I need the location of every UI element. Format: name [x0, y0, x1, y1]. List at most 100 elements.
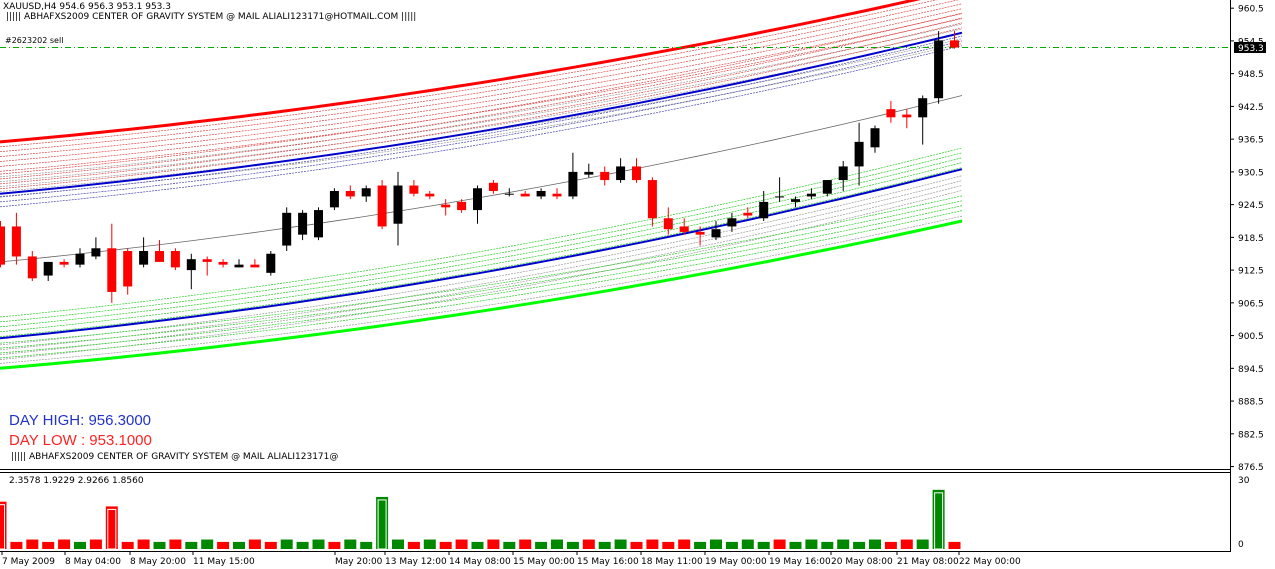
candle-body [775, 196, 785, 198]
subwindow-values: 2.3578 1.9229 2.9266 1.8560 [9, 476, 144, 486]
histogram-bar-highlight [377, 499, 387, 550]
candle [27, 251, 37, 282]
upper-band-gray [0, 28, 963, 183]
histogram-bar [503, 541, 516, 549]
upper-center-dotted [0, 12, 963, 175]
upper-band-gray [0, 38, 963, 192]
histogram-bar [296, 541, 309, 549]
candle [441, 199, 451, 216]
candle [298, 210, 308, 241]
candle [0, 220, 5, 268]
subwindow-axis-top: 30 [1238, 476, 1250, 486]
histogram-bar [42, 541, 55, 549]
candle [791, 196, 800, 208]
histogram-bar [201, 539, 214, 549]
candle-body [123, 251, 133, 287]
histogram-bar [805, 539, 818, 549]
candle [600, 166, 610, 186]
histogram-bar [900, 539, 913, 549]
bottom-indicator-title: ||||| ABHAFXS2009 CENTER OF GRAVITY SYST… [11, 452, 339, 462]
price-axis: 960.5954.5948.5942.5936.5930.5924.5918.5… [1230, 5, 1264, 473]
candle-body [107, 248, 117, 292]
candle [425, 190, 435, 200]
lower-band-gray-2 [0, 220, 963, 369]
candle-body [568, 171, 578, 197]
lower-band-dotted [0, 210, 963, 359]
candle [123, 248, 133, 295]
histogram-bar [169, 539, 182, 549]
candle-body [886, 109, 896, 118]
candle [473, 185, 482, 224]
center-upper-line [0, 31, 963, 195]
candle [934, 31, 944, 104]
volatility-histogram [0, 489, 961, 550]
candle-body [473, 188, 482, 211]
price-tick-label: 900.5 [1238, 332, 1264, 342]
candle-body [552, 193, 562, 197]
time-tick-label: 20 May 08:00 [831, 557, 893, 567]
candle-body [806, 193, 816, 197]
upper-band-gray [0, 43, 963, 197]
histogram-bar [360, 541, 373, 549]
candle-body [441, 204, 451, 208]
histogram-bar [105, 506, 118, 549]
candle-body [584, 171, 594, 175]
histogram-bar [757, 541, 770, 549]
candle [282, 207, 292, 252]
upper-band-dotted [0, 3, 963, 157]
histogram-bar [869, 539, 881, 549]
histogram-bar [423, 539, 436, 549]
candle-body [377, 185, 387, 227]
candle [950, 31, 959, 49]
candle-body [139, 251, 149, 265]
candle-body [838, 166, 848, 181]
price-tick-label: 930.5 [1238, 168, 1264, 178]
candle [679, 218, 689, 235]
histogram-bar [789, 541, 802, 549]
time-tick-label: May 20:00 [335, 557, 383, 567]
histogram-bar [519, 539, 532, 549]
price-tick-label: 894.5 [1238, 365, 1264, 375]
current-price-label: 953.3 [1238, 44, 1264, 54]
histogram-bar [455, 539, 468, 549]
candle-body [298, 212, 308, 235]
candle-body [918, 98, 928, 118]
histogram-bar-highlight [0, 504, 5, 550]
candle [886, 100, 896, 123]
candle-body [202, 259, 212, 262]
candle-body [647, 180, 657, 219]
candle [711, 220, 721, 241]
lower-band-gray-2 [0, 215, 963, 364]
lower-band-dotted [0, 205, 963, 354]
candle [107, 223, 117, 303]
candle-body [950, 40, 959, 48]
candle [838, 160, 848, 191]
candle-body [663, 218, 673, 230]
candle-body [409, 185, 419, 194]
center-lower-line [0, 168, 963, 340]
price-tick-label: 924.5 [1238, 201, 1264, 211]
candle-body [314, 210, 323, 238]
histogram-bar [280, 539, 293, 549]
histogram-bar [725, 541, 738, 549]
time-tick-label: 19 May 16:00 [769, 557, 831, 567]
symbol-ohlc: XAUUSD,H4 954.6 956.3 953.1 953.3 [3, 2, 171, 12]
order-label: #2623202 sell [5, 36, 64, 45]
time-axis: 7 May 2009 8 May 04:00 8 May 20:00 11 May 1… [1, 551, 1021, 567]
upper-band-dotted [0, 0, 959, 153]
lower-band-dotted [0, 200, 963, 349]
candle [695, 226, 705, 246]
histogram-bar [710, 539, 722, 549]
histogram-bar [376, 496, 389, 549]
candle-body [250, 264, 260, 268]
histogram-bar [471, 541, 484, 549]
candle [409, 180, 419, 197]
histogram-bar [217, 541, 230, 549]
candle [759, 190, 769, 221]
upper-center-dotted [0, 17, 963, 180]
time-tick-label: 21 May 08:00 [897, 557, 959, 567]
candle [822, 180, 832, 197]
histogram-bar [821, 541, 834, 549]
candle [918, 95, 928, 145]
